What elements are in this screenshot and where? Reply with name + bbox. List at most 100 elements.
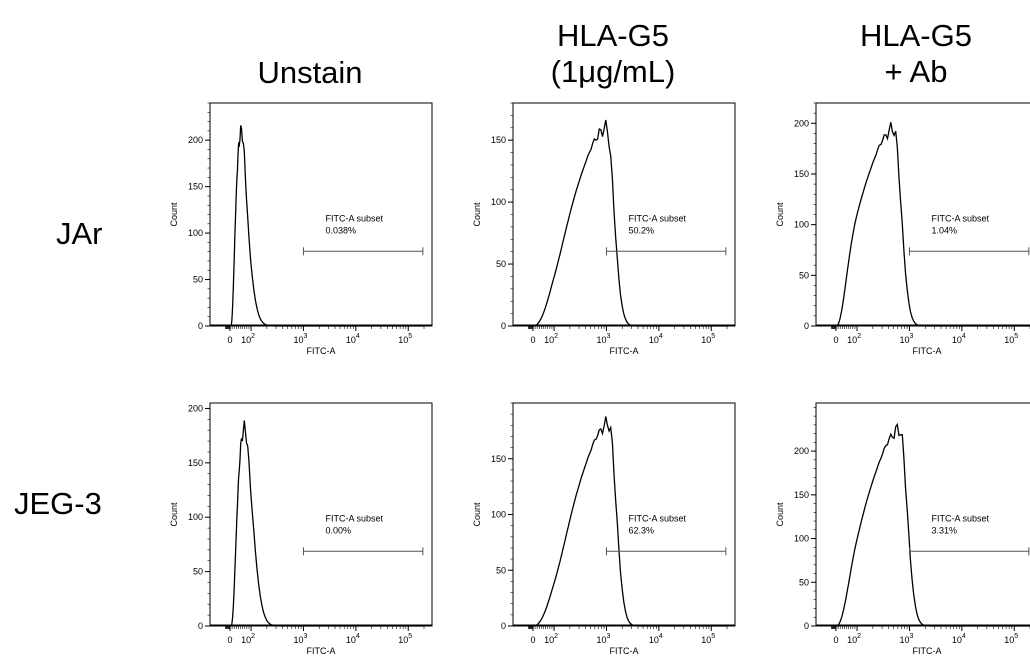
x-tick-exponent: 3 [607, 333, 611, 340]
x-tick-exponent: 2 [554, 333, 558, 340]
x-tick-label: 105 [398, 633, 412, 645]
x-tick-exponent: 2 [857, 333, 861, 340]
y-tick-label: 150 [794, 169, 809, 179]
x-tick-label: 105 [701, 333, 715, 345]
x-tick-exponent: 5 [1014, 333, 1018, 340]
row-label-jeg-3: JEG-3 [14, 486, 102, 521]
x-tick-label: 102 [847, 333, 861, 345]
x-tick-exponent: 3 [910, 633, 914, 640]
x-tick-label: 0 [530, 635, 535, 645]
gate-value: 3.31% [931, 525, 957, 535]
x-tick-label: 102 [544, 333, 558, 345]
y-tick-label: 0 [804, 621, 809, 631]
x-tick-exponent: 2 [251, 633, 255, 640]
column-title-hla-g5: HLA-G5 (1μg/mL) [550, 18, 676, 89]
column-title-hla-g5-ab: HLA-G5 + Ab [860, 18, 972, 89]
y-tick-label: 100 [188, 228, 203, 238]
x-tick-exponent: 4 [659, 633, 663, 640]
x-tick-exponent: 5 [1014, 633, 1018, 640]
x-tick-label: 102 [544, 633, 558, 645]
x-tick-exponent: 2 [857, 633, 861, 640]
x-tick-exponent: 2 [251, 333, 255, 340]
x-tick-label: 0 [833, 335, 838, 345]
y-axis-label: Count [169, 202, 179, 227]
histogram-panel: 0 50 100 150 Count 0 102 103 104 105 FITC-A FITC-A … [472, 102, 736, 356]
y-tick-label: 100 [188, 512, 203, 522]
y-tick-label: 150 [491, 135, 506, 145]
x-axis-label: FITC-A [913, 346, 942, 356]
y-tick-label: 200 [188, 135, 203, 145]
y-tick-label: 150 [491, 454, 506, 464]
y-tick-label: 200 [794, 118, 809, 128]
x-axis-label: FITC-A [307, 346, 336, 356]
y-tick-label: 0 [804, 321, 809, 331]
x-tick-exponent: 5 [711, 333, 715, 340]
x-tick-label: 104 [649, 333, 663, 345]
gate-label: FITC-A subset [628, 513, 686, 523]
plot-frame [815, 402, 1030, 627]
y-tick-label: 100 [794, 534, 809, 544]
gate-value: 50.2% [628, 225, 654, 235]
x-tick-label: 103 [597, 633, 611, 645]
histogram-panel: 0 50 100 150 200 Count 0 102 103 104 105 FITC-A FITC… [775, 402, 1030, 656]
x-tick-label: 102 [241, 633, 255, 645]
histogram-curve [533, 119, 727, 327]
x-tick-exponent: 5 [711, 633, 715, 640]
y-axis-label: Count [775, 202, 785, 227]
gate-label: FITC-A subset [628, 213, 686, 223]
gate-label: FITC-A subset [325, 213, 383, 223]
x-tick-exponent: 3 [304, 333, 308, 340]
y-tick-label: 150 [794, 490, 809, 500]
histogram-panel: 0 50 100 150 200 Count 0 102 103 104 105 FITC-A FITC… [775, 102, 1030, 356]
gate-value: 0.00% [325, 525, 351, 535]
gate-label: FITC-A subset [931, 513, 989, 523]
x-tick-label: 103 [900, 633, 914, 645]
y-tick-label: 150 [188, 458, 203, 468]
histogram-curve [835, 122, 1030, 327]
y-tick-label: 0 [501, 321, 506, 331]
x-tick-label: 105 [398, 333, 412, 345]
x-tick-exponent: 3 [607, 633, 611, 640]
y-tick-label: 200 [794, 446, 809, 456]
row-label-jar: JAr [56, 216, 103, 251]
x-tick-exponent: 2 [554, 633, 558, 640]
x-tick-exponent: 3 [910, 333, 914, 340]
x-tick-label: 104 [952, 633, 966, 645]
x-tick-label: 0 [833, 635, 838, 645]
x-tick-label: 0 [227, 635, 232, 645]
histogram-panel: 0 50 100 150 Count 0 102 103 104 105 FITC-A FITC-A … [472, 402, 736, 656]
y-tick-label: 100 [794, 220, 809, 230]
gate-value: 62.3% [628, 525, 654, 535]
x-tick-exponent: 3 [304, 633, 308, 640]
y-tick-label: 50 [799, 577, 809, 587]
gate-label: FITC-A subset [325, 513, 383, 523]
x-axis-label: FITC-A [913, 646, 942, 656]
y-axis-label: Count [472, 502, 482, 527]
gate-value: 1.04% [931, 225, 957, 235]
x-tick-exponent: 4 [659, 333, 663, 340]
x-tick-label: 103 [900, 333, 914, 345]
y-tick-label: 0 [198, 621, 203, 631]
x-tick-exponent: 4 [962, 633, 966, 640]
x-tick-label: 104 [346, 333, 360, 345]
gate-value: 0.038% [325, 225, 356, 235]
y-tick-label: 200 [188, 403, 203, 413]
y-tick-label: 50 [496, 565, 506, 575]
x-tick-exponent: 5 [408, 633, 412, 640]
plot-frame [209, 102, 433, 327]
x-tick-label: 0 [530, 335, 535, 345]
x-tick-label: 102 [241, 333, 255, 345]
plot-frame [512, 402, 736, 627]
x-tick-label: 102 [847, 633, 861, 645]
histogram-panel: 0 50 100 150 200 Count 0 102 103 104 105 FITC-A FITC… [169, 102, 433, 356]
plot-frame [815, 102, 1030, 327]
y-tick-label: 0 [501, 621, 506, 631]
y-tick-label: 100 [491, 510, 506, 520]
y-axis-label: Count [775, 502, 785, 527]
y-tick-label: 150 [188, 182, 203, 192]
x-tick-exponent: 4 [962, 333, 966, 340]
x-axis-label: FITC-A [610, 646, 639, 656]
y-axis-label: Count [169, 502, 179, 527]
histogram-panel: 0 50 100 150 200 Count 0 102 103 104 105 FITC-A FITC… [169, 402, 433, 656]
